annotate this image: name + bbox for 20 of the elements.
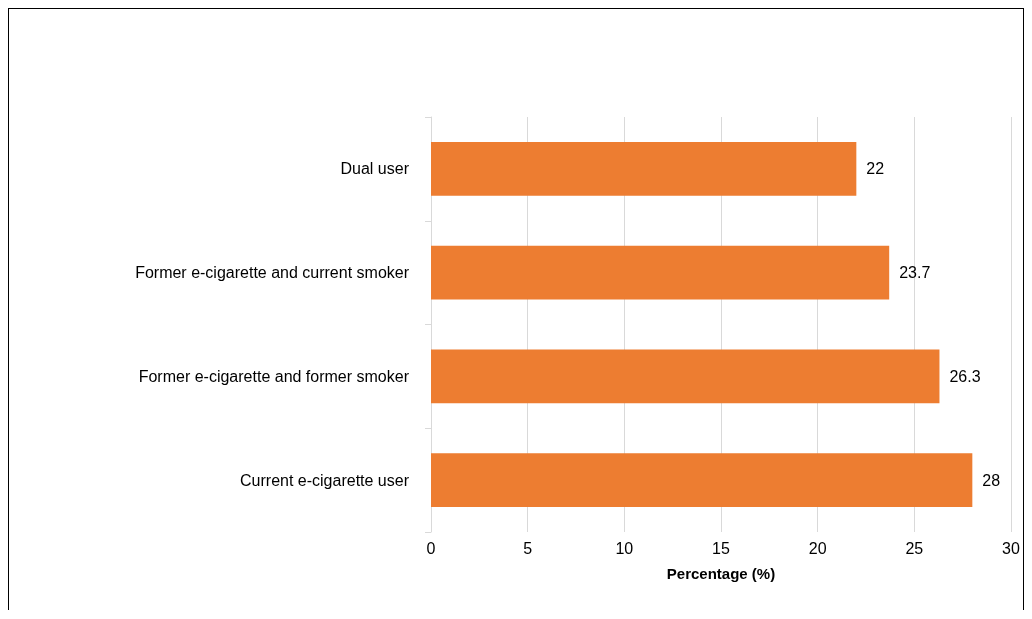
x-tick-label: 25	[905, 539, 924, 557]
x-axis-title: Percentage (%)	[666, 565, 776, 582]
y-tick-label: Dual user	[340, 160, 410, 178]
bar	[431, 245, 890, 300]
x-tick-label: 20	[808, 539, 827, 557]
x-tick-label: 0	[426, 539, 436, 557]
y-tick-label: Former e-cigarette and current smoker	[135, 264, 410, 282]
data-label: 22	[866, 160, 885, 178]
data-label: 26.3	[949, 367, 981, 385]
x-tick-label: 5	[523, 539, 533, 557]
y-tick-label: Former e-cigarette and former smoker	[138, 367, 410, 385]
bar	[431, 453, 973, 508]
bar	[431, 349, 940, 404]
x-tick-label: 15	[712, 539, 730, 557]
data-label: 23.7	[899, 264, 931, 282]
x-tick-label: 10	[615, 539, 634, 557]
data-label: 28	[982, 471, 1001, 489]
x-tick-label: 30	[1002, 539, 1020, 557]
bar	[431, 141, 857, 196]
y-tick-label: Current e-cigarette user	[240, 471, 410, 489]
